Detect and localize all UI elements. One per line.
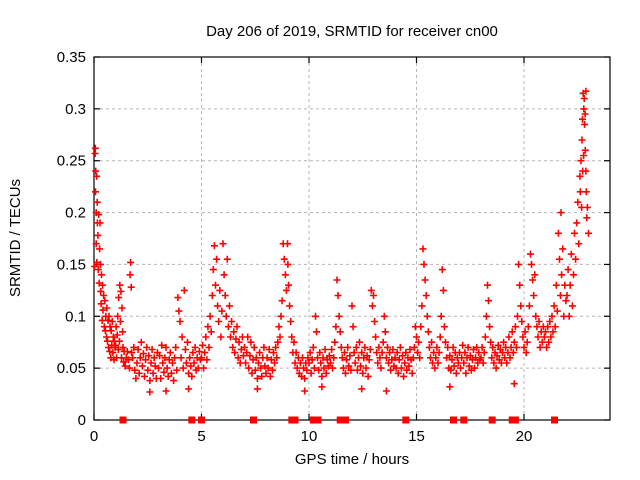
chart-title: Day 206 of 2019, SRMTID for receiver cn0… [206,23,498,40]
baseline-square-marker [119,416,127,424]
zero-flag-squares [119,416,558,424]
y-tick-label: 0.15 [57,256,86,273]
baseline-square-marker [336,416,344,424]
baseline-square-marker [551,416,558,424]
x-tick-label: 5 [197,428,205,445]
baseline-square-marker [314,416,322,424]
y-tick-label: 0.05 [57,360,86,377]
baseline-square-marker [402,416,410,424]
plus-markers [91,87,592,396]
x-axis-label: GPS time / hours [295,451,409,468]
y-tick-label: 0.1 [65,308,86,325]
x-tick-label: 10 [301,428,318,445]
baseline-square-marker [342,416,349,424]
baseline-square-marker [188,416,196,424]
y-tick-label: 0.35 [57,49,86,66]
baseline-square-marker [488,416,496,424]
plot-border [93,56,611,421]
baseline-square-marker [450,416,457,424]
baseline-square-marker [291,416,299,424]
y-tick-labels: 0 0.05 0.1 0.15 0.2 0.25 0.3 0.35 [57,49,86,429]
x-tick-label: 20 [516,428,533,445]
scatter-points [91,87,592,396]
y-tick-label: 0.25 [57,153,86,170]
y-tick-label: 0 [78,412,86,429]
baseline-square-marker [309,416,317,424]
baseline-square-marker [198,416,205,424]
x-tick-label: 0 [90,428,98,445]
tick-marks [93,56,610,421]
baseline-square-marker [460,416,468,424]
y-tick-label: 0.3 [65,101,86,118]
y-tick-label: 0.2 [65,205,86,222]
baseline-square-marker [511,416,519,424]
x-tick-label: 15 [408,428,425,445]
baseline-square-marker [250,416,257,424]
x-tick-labels: 0 5 10 15 20 [90,428,533,445]
y-axis-label: SRMTID / TECUs [7,179,24,297]
